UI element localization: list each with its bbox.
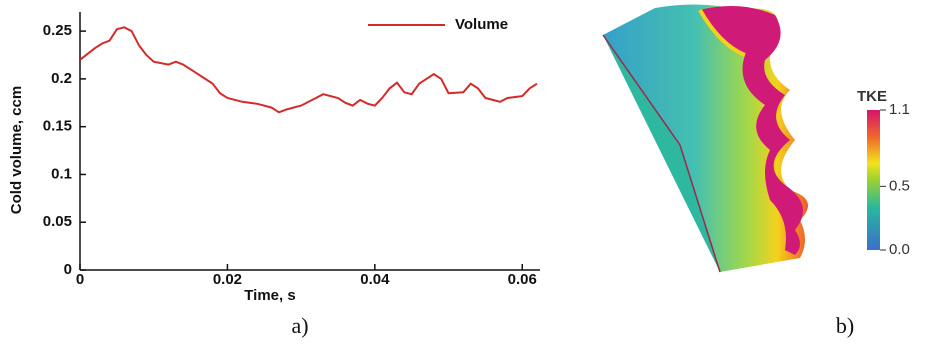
y-tick-label: 0.05 [43,213,72,230]
colorbar [867,110,880,250]
colorbar-title: TKE [857,88,887,105]
x-tick-label: 0.06 [508,271,537,288]
colorbar-tick-label: 0.0 [889,241,910,258]
y-tick-label: 0.25 [43,22,72,39]
panel-label: a) [291,313,308,338]
panel-label: b) [836,313,854,338]
colorbar-tick-label: 1.1 [889,101,910,118]
y-tick-label: 0.15 [43,118,72,135]
x-tick-label: 0 [76,271,84,288]
data-line [80,27,537,112]
y-tick-label: 0 [64,261,72,278]
y-tick-label: 0.1 [51,165,72,182]
x-axis-label: Time, s [244,287,295,304]
x-tick-label: 0.04 [360,271,390,288]
figure: Time, s Cold volume, ccm a) b) TKE 0 0.05… [0,0,938,348]
y-tick-label: 0.2 [51,70,72,87]
legend-label: Volume [455,16,508,33]
y-axis-label: Cold volume, ccm [8,86,25,214]
tke-render [603,4,808,272]
colorbar-tick-label: 0.5 [889,177,910,194]
x-tick-label: 0.02 [213,271,242,288]
